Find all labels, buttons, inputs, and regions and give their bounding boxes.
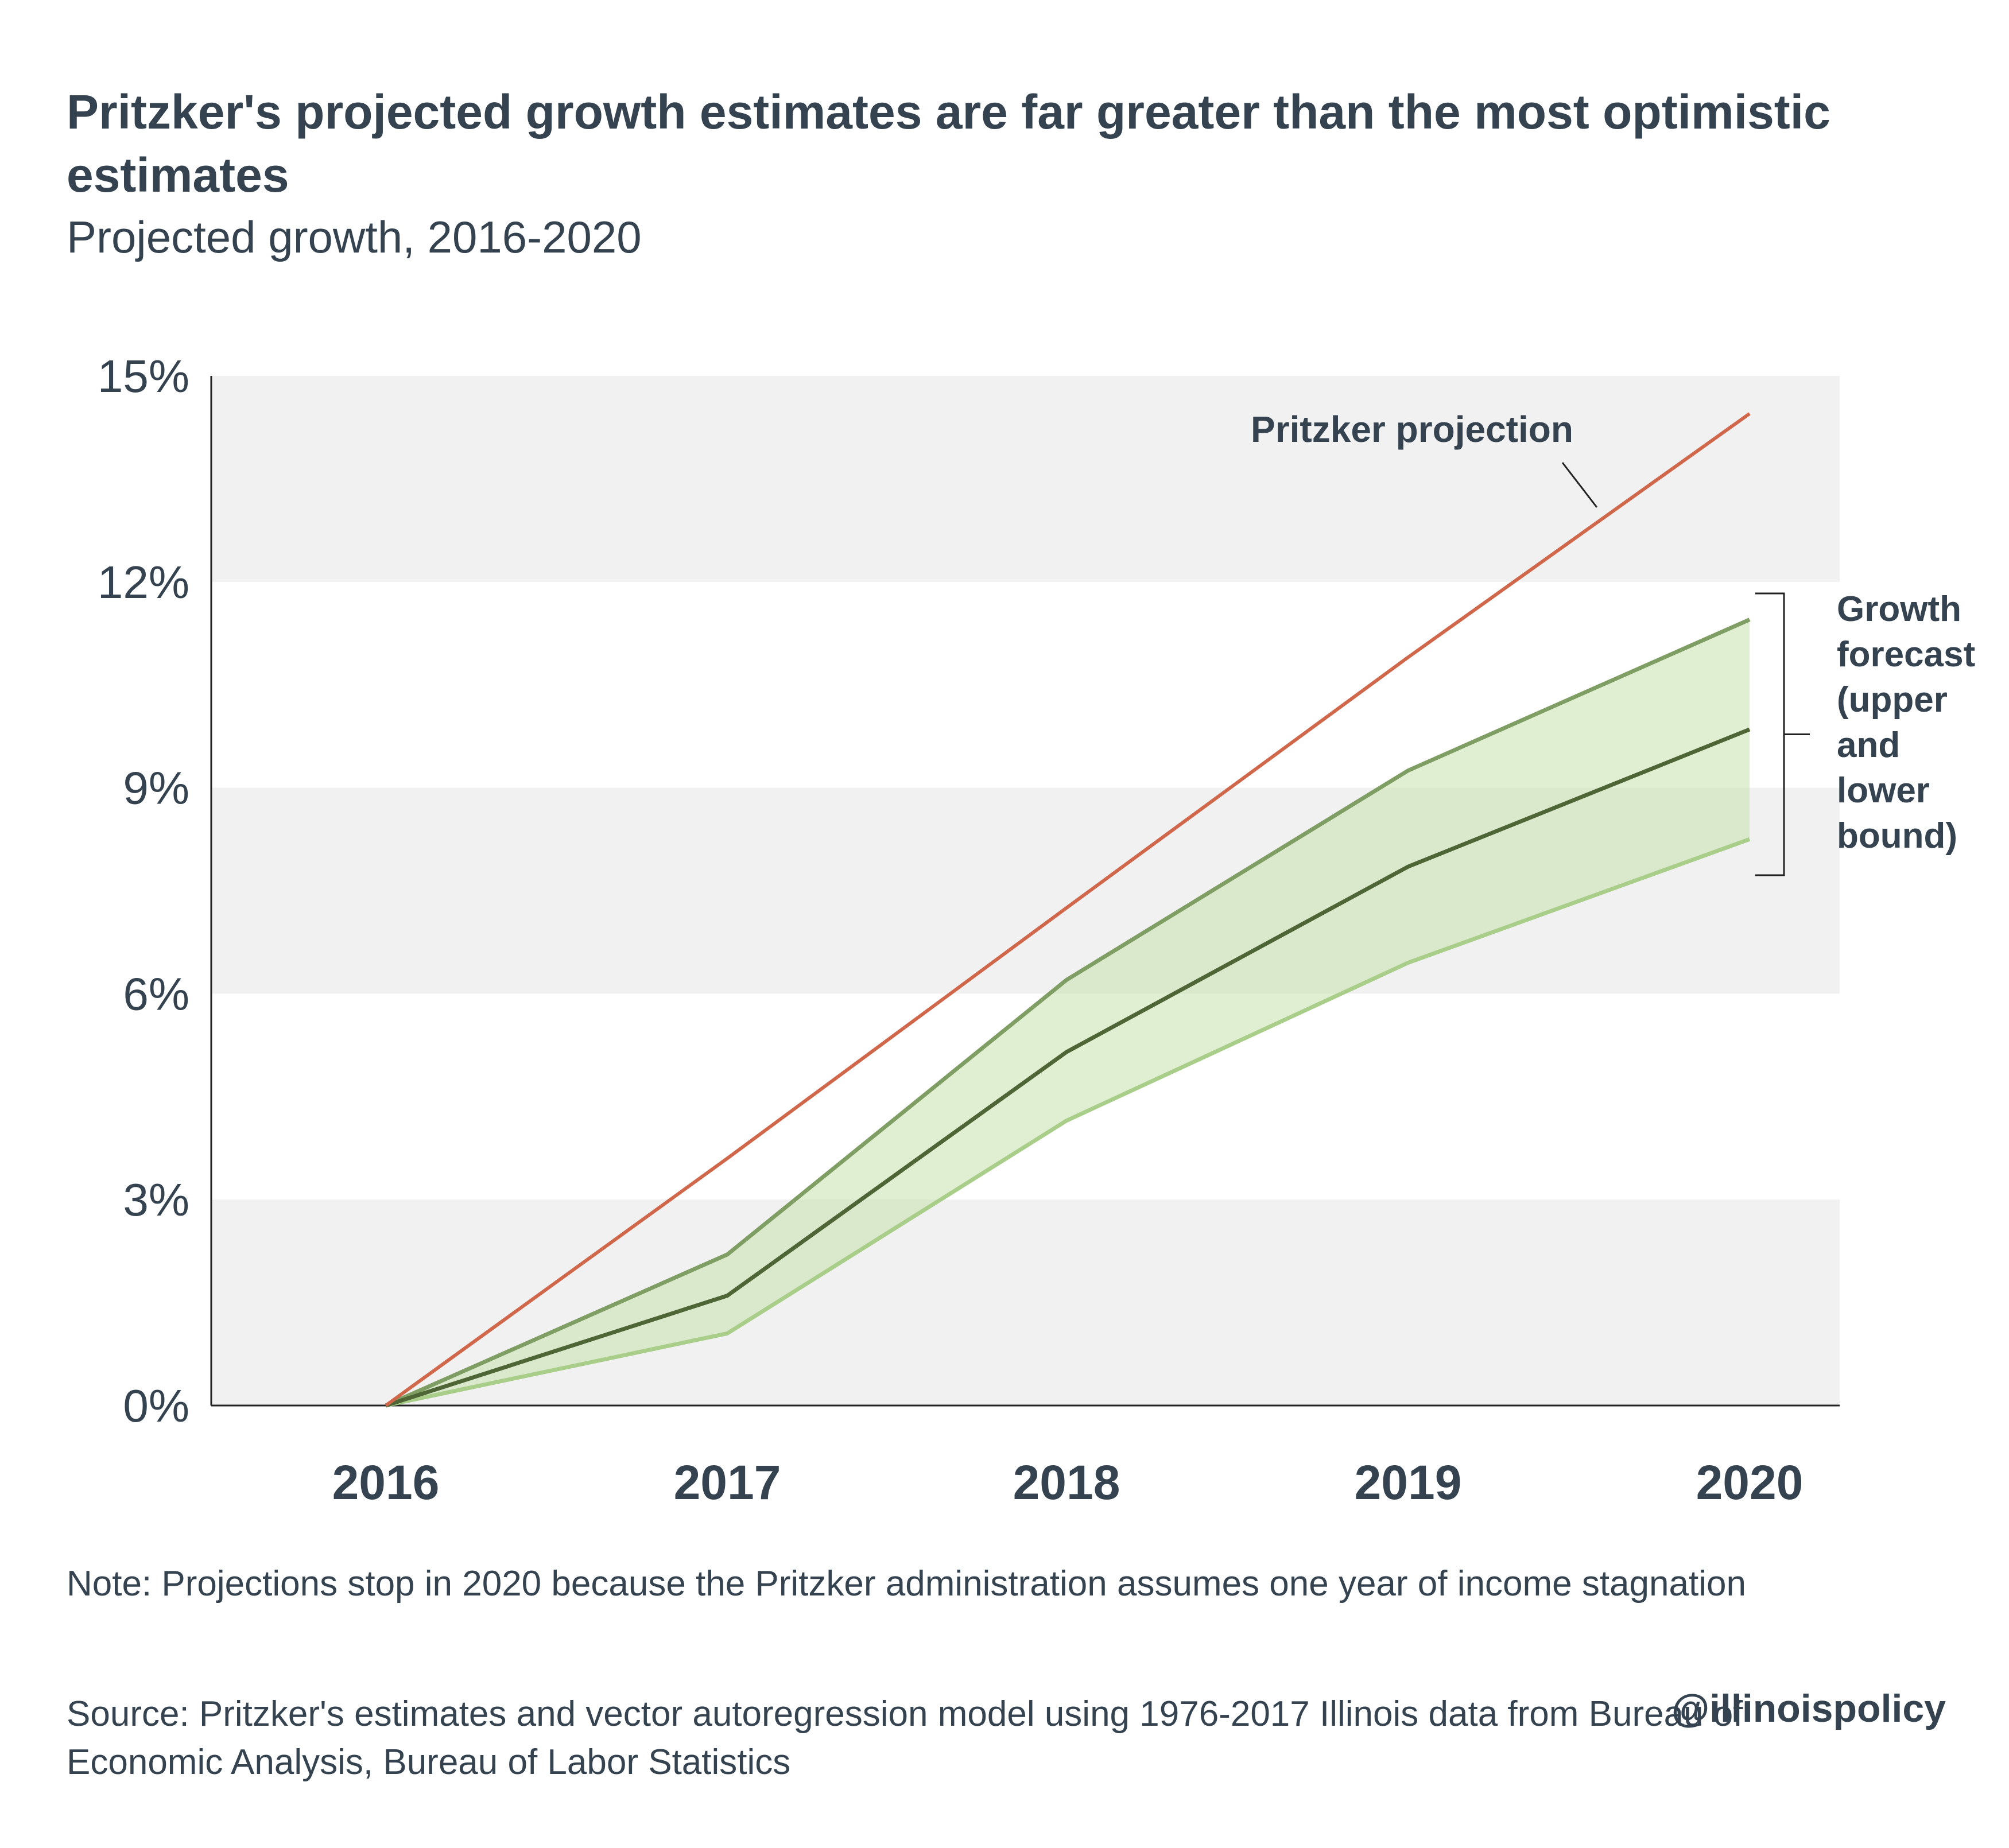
series-line-middle <box>385 727 1751 1408</box>
y-tick-label: 12% <box>98 557 189 608</box>
pritzker-projection-label: Pritzker projection <box>1251 409 1573 450</box>
series-line-upper <box>385 618 1751 1408</box>
y-tick-label: 3% <box>123 1174 189 1225</box>
forecast-bracket <box>1755 592 1810 876</box>
x-tick-label: 2017 <box>674 1455 781 1509</box>
forecast-label-line: (upper <box>1837 680 1948 720</box>
forecast-label-line: bound) <box>1837 816 1957 856</box>
axes: 0% 3% 6% 9% 12% 15% 2016 2017 2018 2019 2020 <box>98 351 1840 1509</box>
y-tick-label: 6% <box>123 968 189 1019</box>
x-tick-label: 2016 <box>332 1455 440 1509</box>
y-tick-label: 9% <box>123 763 189 814</box>
y-tick-label: 15% <box>98 351 189 402</box>
series-line-lower <box>385 837 1751 1408</box>
chart-subtitle: Projected growth, 2016-2020 <box>67 212 642 262</box>
series-line-pritzker <box>385 412 1751 1407</box>
forecast-label-line: Growth <box>1837 589 1961 629</box>
grid-band <box>211 376 1840 582</box>
forecast-label-line: and <box>1837 725 1900 765</box>
forecast-band <box>386 619 1750 1406</box>
forecast-label-line: forecast <box>1837 635 1975 674</box>
x-tick-label: 2018 <box>1013 1455 1120 1509</box>
chart-source: Source: Pritzker's estimates and vector … <box>67 1694 1743 1782</box>
brand-handle: @illinoispolicy <box>1671 1687 1946 1730</box>
chart-title: Pritzker's projected growth estimates ar… <box>67 85 1830 202</box>
pritzker-label-leader <box>1561 462 1598 508</box>
y-tick-label: 0% <box>123 1380 189 1431</box>
forecast-label-line: lower <box>1837 771 1930 810</box>
chart-marks <box>385 412 1751 1408</box>
x-tick-label: 2020 <box>1696 1455 1804 1509</box>
chart-note: Note: Projections stop in 2020 because t… <box>67 1564 1746 1604</box>
x-tick-label: 2019 <box>1355 1455 1462 1509</box>
annotations: Pritzker projection Growth forecast (upper a… <box>1251 409 1975 876</box>
